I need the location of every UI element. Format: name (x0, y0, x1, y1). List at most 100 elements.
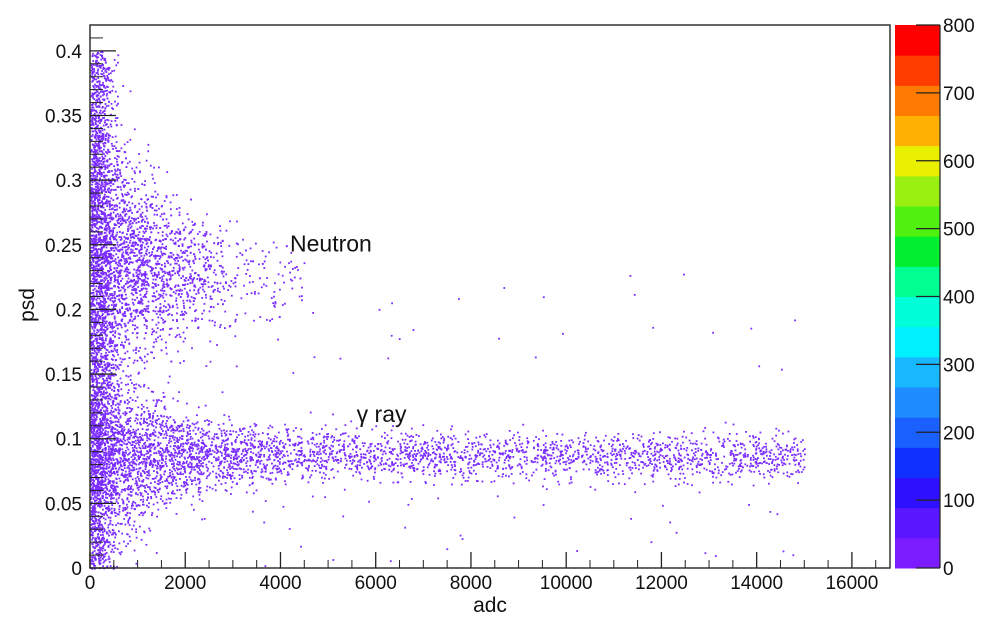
data-point (100, 547, 103, 549)
data-point (105, 348, 108, 351)
data-point (246, 472, 249, 474)
data-point (489, 467, 492, 469)
data-point (306, 468, 309, 470)
data-point (99, 492, 102, 495)
data-point (126, 473, 129, 476)
data-point (226, 460, 229, 463)
data-point (140, 461, 143, 463)
data-point (579, 440, 581, 443)
data-point (115, 409, 117, 411)
data-point (752, 454, 754, 457)
data-point (149, 464, 151, 466)
data-point (369, 455, 372, 458)
data-point (246, 452, 249, 454)
data-point (97, 466, 99, 469)
data-point (392, 449, 394, 452)
data-point (174, 449, 176, 452)
data-point (609, 452, 612, 455)
data-point (732, 454, 735, 456)
data-point (227, 453, 230, 456)
data-point (154, 464, 157, 467)
data-point (134, 445, 136, 447)
data-point (215, 273, 217, 276)
data-point (146, 474, 149, 477)
data-point (117, 215, 120, 218)
data-point (296, 461, 298, 464)
data-point (123, 453, 126, 456)
data-point (245, 462, 248, 465)
data-point (128, 401, 131, 403)
data-point (145, 466, 147, 468)
data-point (183, 456, 186, 459)
data-point (293, 449, 296, 451)
data-point (540, 449, 543, 451)
data-point (126, 402, 129, 405)
data-point (436, 429, 439, 432)
data-point (157, 336, 159, 339)
data-point (149, 482, 152, 484)
data-point (147, 486, 149, 488)
data-point (102, 513, 104, 515)
data-point (791, 446, 793, 449)
data-point (362, 453, 365, 456)
data-point (120, 147, 123, 150)
data-point (282, 446, 285, 448)
data-point (477, 441, 480, 444)
data-point (189, 282, 192, 284)
data-point (786, 444, 788, 447)
data-point (641, 452, 644, 455)
data-point (166, 434, 168, 437)
data-point (279, 288, 281, 291)
data-point (307, 466, 310, 469)
data-point (372, 450, 375, 452)
data-point (142, 241, 144, 244)
data-point (200, 463, 203, 465)
data-point (280, 452, 282, 454)
data-point (133, 449, 136, 452)
data-point (679, 472, 682, 475)
data-point (113, 444, 116, 447)
data-point (270, 450, 273, 452)
data-point (543, 457, 546, 459)
data-point (99, 118, 102, 121)
data-point (508, 430, 511, 432)
data-point (562, 461, 565, 464)
data-point (92, 193, 94, 196)
data-point (140, 414, 143, 417)
data-point (450, 455, 452, 458)
data-point (204, 453, 207, 456)
data-point (153, 246, 155, 249)
data-point (390, 452, 393, 455)
data-point (731, 473, 734, 476)
data-point (176, 429, 178, 432)
data-point (373, 455, 375, 457)
data-point (575, 470, 578, 473)
data-point (259, 455, 262, 458)
data-point (298, 442, 300, 445)
data-point (549, 444, 552, 446)
data-point (193, 262, 195, 265)
data-point (241, 476, 243, 479)
data-point (158, 399, 160, 401)
data-point (128, 517, 131, 520)
data-point (323, 451, 326, 454)
data-point (165, 457, 167, 460)
data-point (130, 469, 133, 472)
data-point (220, 429, 223, 432)
data-point (145, 239, 148, 242)
data-point (192, 479, 194, 482)
data-point (162, 292, 165, 295)
data-point (414, 450, 416, 452)
data-point (221, 439, 224, 442)
data-point (138, 478, 140, 480)
data-point (543, 455, 546, 458)
data-point (271, 482, 274, 485)
data-point (173, 492, 176, 495)
data-point (628, 448, 631, 450)
data-point (569, 455, 571, 458)
data-point (208, 430, 211, 433)
data-point (245, 450, 248, 453)
data-point (736, 453, 739, 456)
data-point (128, 436, 131, 439)
data-point (136, 484, 139, 487)
